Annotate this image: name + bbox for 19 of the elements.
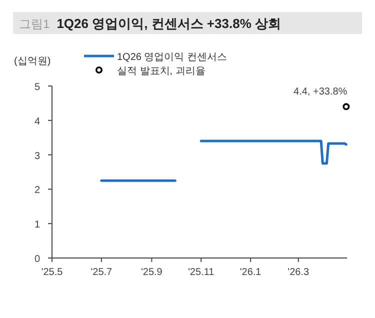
x-tick-label: '25.7	[90, 267, 113, 278]
y-tick-label: 4	[34, 116, 40, 128]
y-tick-label: 0	[34, 254, 40, 265]
x-tick-label: '25.5	[41, 267, 64, 278]
caption: 그림1	[19, 17, 50, 31]
y-tick-label: 2	[34, 185, 40, 196]
y-tick-label: 3	[34, 150, 40, 162]
x-tick-label: '25.9	[140, 267, 163, 278]
annotation: 4.4, +33.8%	[294, 86, 348, 98]
x-tick-label: '26.1	[240, 267, 262, 278]
line-series	[200, 140, 348, 165]
legend-label: 1Q26 영업이익 컨센서스	[117, 52, 228, 63]
y-axis-title: (십억원)	[14, 56, 51, 67]
y-tick-label: 1	[34, 220, 40, 231]
x-tick-label: '26.3	[288, 267, 310, 278]
chart-title: 1Q26 영업이익, 컨센서스 +33.8% 상회	[56, 16, 282, 31]
x-tick-label: '25.11	[188, 267, 215, 278]
legend-label: 실적 발표치, 괴리율	[117, 66, 206, 77]
y-tick-label: 5	[34, 82, 40, 93]
